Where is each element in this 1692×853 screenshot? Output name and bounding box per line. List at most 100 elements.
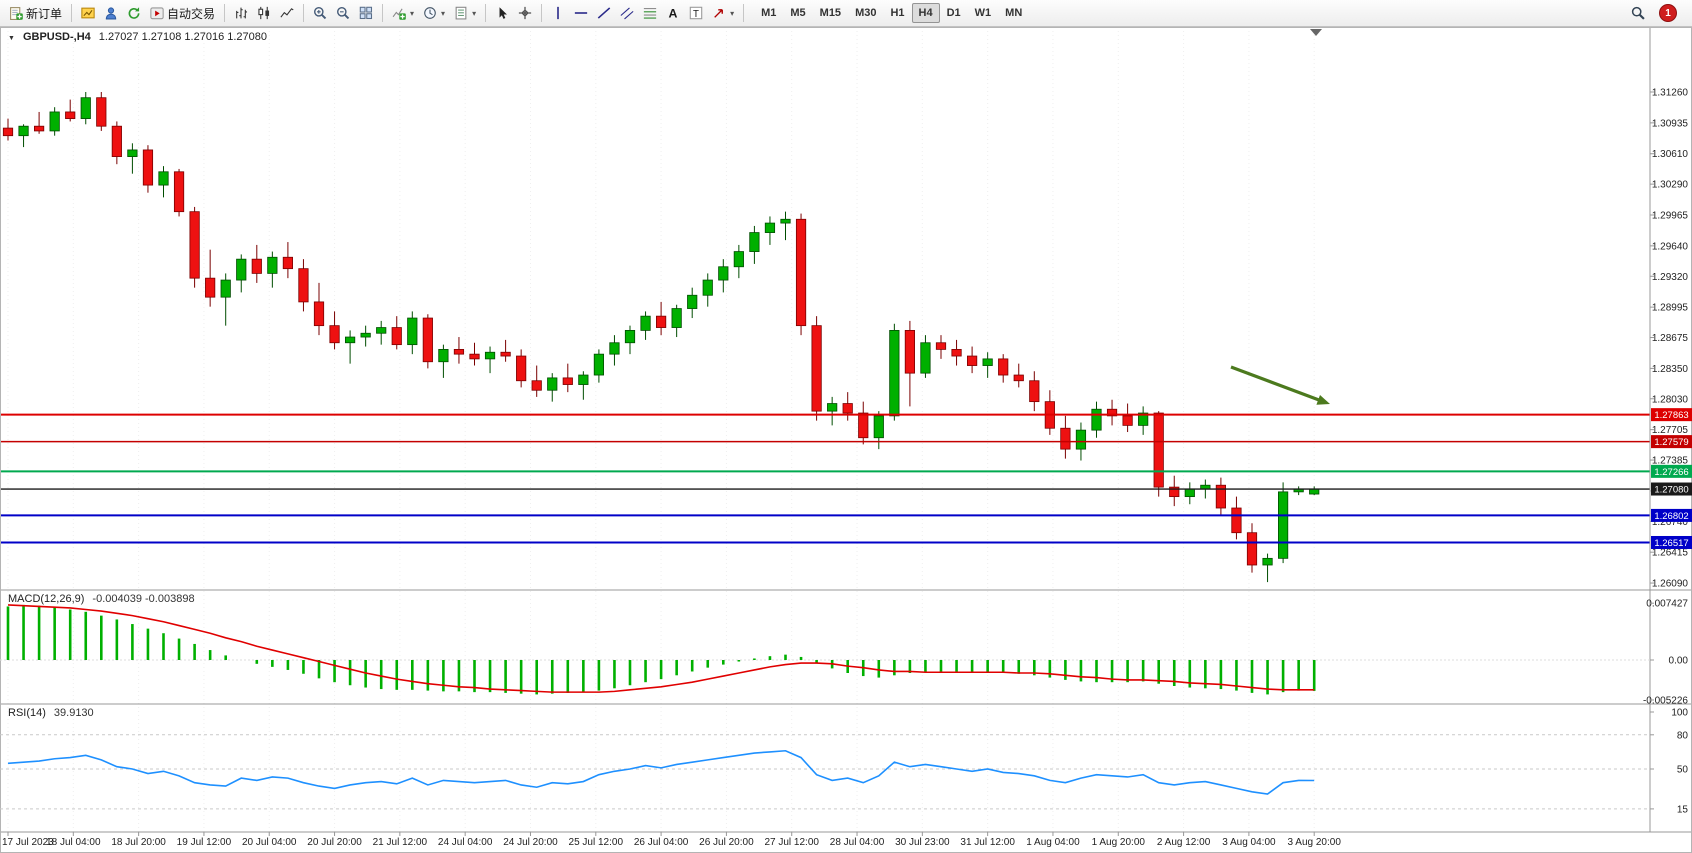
candle-body [531, 380, 542, 391]
bar-chart-button[interactable] [230, 2, 252, 24]
autotrading-icon [150, 7, 164, 20]
channel-button[interactable] [616, 2, 638, 24]
candle-body [34, 125, 45, 132]
templates-button[interactable]: ▾ [450, 2, 480, 24]
candlesticks[interactable] [2, 92, 1320, 583]
trendline-button[interactable] [593, 2, 615, 24]
timeframe-m30[interactable]: M30 [848, 3, 883, 23]
candle-body [267, 256, 278, 274]
candle-body [749, 232, 760, 252]
text-icon: A [669, 7, 678, 20]
timeframe-d1[interactable]: D1 [940, 3, 968, 23]
zoom-out-icon [337, 7, 350, 20]
new-order-icon [10, 7, 23, 20]
candle-body [80, 97, 91, 119]
candle-body [1075, 429, 1087, 450]
candle-body [780, 218, 791, 224]
candle-body [1246, 532, 1258, 566]
autotrading-button[interactable]: 自动交易 [146, 2, 219, 24]
crosshair-button[interactable] [514, 2, 536, 24]
svg-text:80: 80 [1677, 730, 1689, 741]
profiles-button[interactable] [100, 2, 122, 24]
timeframe-mn[interactable]: MN [998, 3, 1029, 23]
svg-text:1.29640: 1.29640 [1652, 241, 1689, 252]
tile-windows-button[interactable] [355, 2, 377, 24]
toolbar-buttons: 新订单 自动交易 ▾ ▾ ▾ A T ▾ [5, 2, 748, 24]
toolbar-separator [743, 4, 745, 22]
candle-body [1169, 486, 1180, 498]
zoom-in-button[interactable] [309, 2, 331, 24]
candle-body [111, 125, 122, 157]
timeframe-m15[interactable]: M15 [813, 3, 848, 23]
candlestick-icon [258, 6, 270, 20]
search-button[interactable] [1627, 2, 1649, 24]
candle-body [313, 301, 325, 327]
label-button[interactable]: T [685, 2, 707, 24]
svg-text:21 Jul 12:00: 21 Jul 12:00 [373, 837, 428, 848]
svg-text:1.26415: 1.26415 [1652, 548, 1689, 559]
svg-text:1.28030: 1.28030 [1652, 394, 1689, 405]
new-chart-button[interactable] [77, 2, 99, 24]
channel-icon [620, 7, 634, 20]
candle-body [609, 342, 620, 355]
new-order-button[interactable]: 新订单 [5, 2, 66, 24]
timeframe-m1[interactable]: M1 [754, 3, 783, 23]
candle-body [236, 258, 247, 281]
price-badge [1651, 508, 1692, 522]
indicators-button[interactable]: ▾ [388, 2, 418, 24]
indicators-icon [392, 8, 406, 20]
candle-body [173, 171, 185, 213]
candle-body [329, 325, 340, 344]
line-chart-button[interactable] [276, 2, 298, 24]
candle-body [1215, 484, 1226, 509]
toolbar-right: 1 [1627, 2, 1687, 24]
horizontal-level-lines[interactable] [0, 413, 1650, 544]
text-button[interactable]: A [662, 2, 684, 24]
candle-body [65, 111, 76, 119]
price-badge [1651, 535, 1692, 549]
toolbar-separator [303, 4, 305, 22]
candle-body [998, 358, 1009, 376]
tile-windows-icon [359, 6, 373, 20]
svg-text:0.00: 0.00 [1669, 656, 1689, 667]
price-badge [1651, 482, 1692, 496]
candle-body [1122, 415, 1133, 426]
zoom-out-button[interactable] [332, 2, 354, 24]
svg-text:2 Aug 12:00: 2 Aug 12:00 [1157, 837, 1211, 848]
arrows-button[interactable]: ▾ [708, 2, 738, 24]
fibonacci-button[interactable] [639, 2, 661, 24]
candle-body [1060, 427, 1071, 450]
chart-background [0, 27, 1692, 853]
arrow-annotation[interactable] [1230, 365, 1330, 405]
vertical-line-button[interactable] [547, 2, 569, 24]
candle-body [1153, 412, 1164, 488]
refresh-button[interactable] [123, 2, 145, 24]
periods-button[interactable]: ▾ [419, 2, 449, 24]
candle-body [298, 268, 309, 303]
zoom-in-icon [314, 7, 327, 20]
collapse-triangle-icon[interactable]: ▼ [8, 35, 15, 42]
price-badge [1651, 408, 1692, 422]
candle-body [982, 358, 993, 366]
clock-icon [424, 7, 436, 19]
candle-body [562, 377, 573, 385]
candle-body [1278, 491, 1289, 559]
svg-text:1.28350: 1.28350 [1652, 364, 1689, 375]
timeframe-w1[interactable]: W1 [968, 3, 999, 23]
timeframe-h1[interactable]: H1 [883, 3, 911, 23]
timeframe-m5[interactable]: M5 [783, 3, 812, 23]
trendline-icon [597, 7, 611, 19]
cursor-button[interactable] [491, 2, 513, 24]
arrows-icon [714, 9, 724, 18]
chart-canvas[interactable]: 1.31260 1.30935 1.30610 1.30290 1.29965 1.296… [0, 27, 1692, 853]
candlestick-chart-button[interactable] [253, 2, 275, 24]
timeframe-h4[interactable]: H4 [911, 3, 940, 23]
chart-shift-marker[interactable] [1310, 29, 1322, 36]
candle-body [904, 329, 916, 374]
macd-histogram [6, 604, 1316, 695]
horizontal-line-button[interactable] [570, 2, 592, 24]
profiles-icon [105, 7, 117, 20]
toolbar-separator [224, 4, 226, 22]
svg-text:15: 15 [1677, 804, 1689, 815]
notification-badge[interactable]: 1 [1659, 4, 1677, 22]
